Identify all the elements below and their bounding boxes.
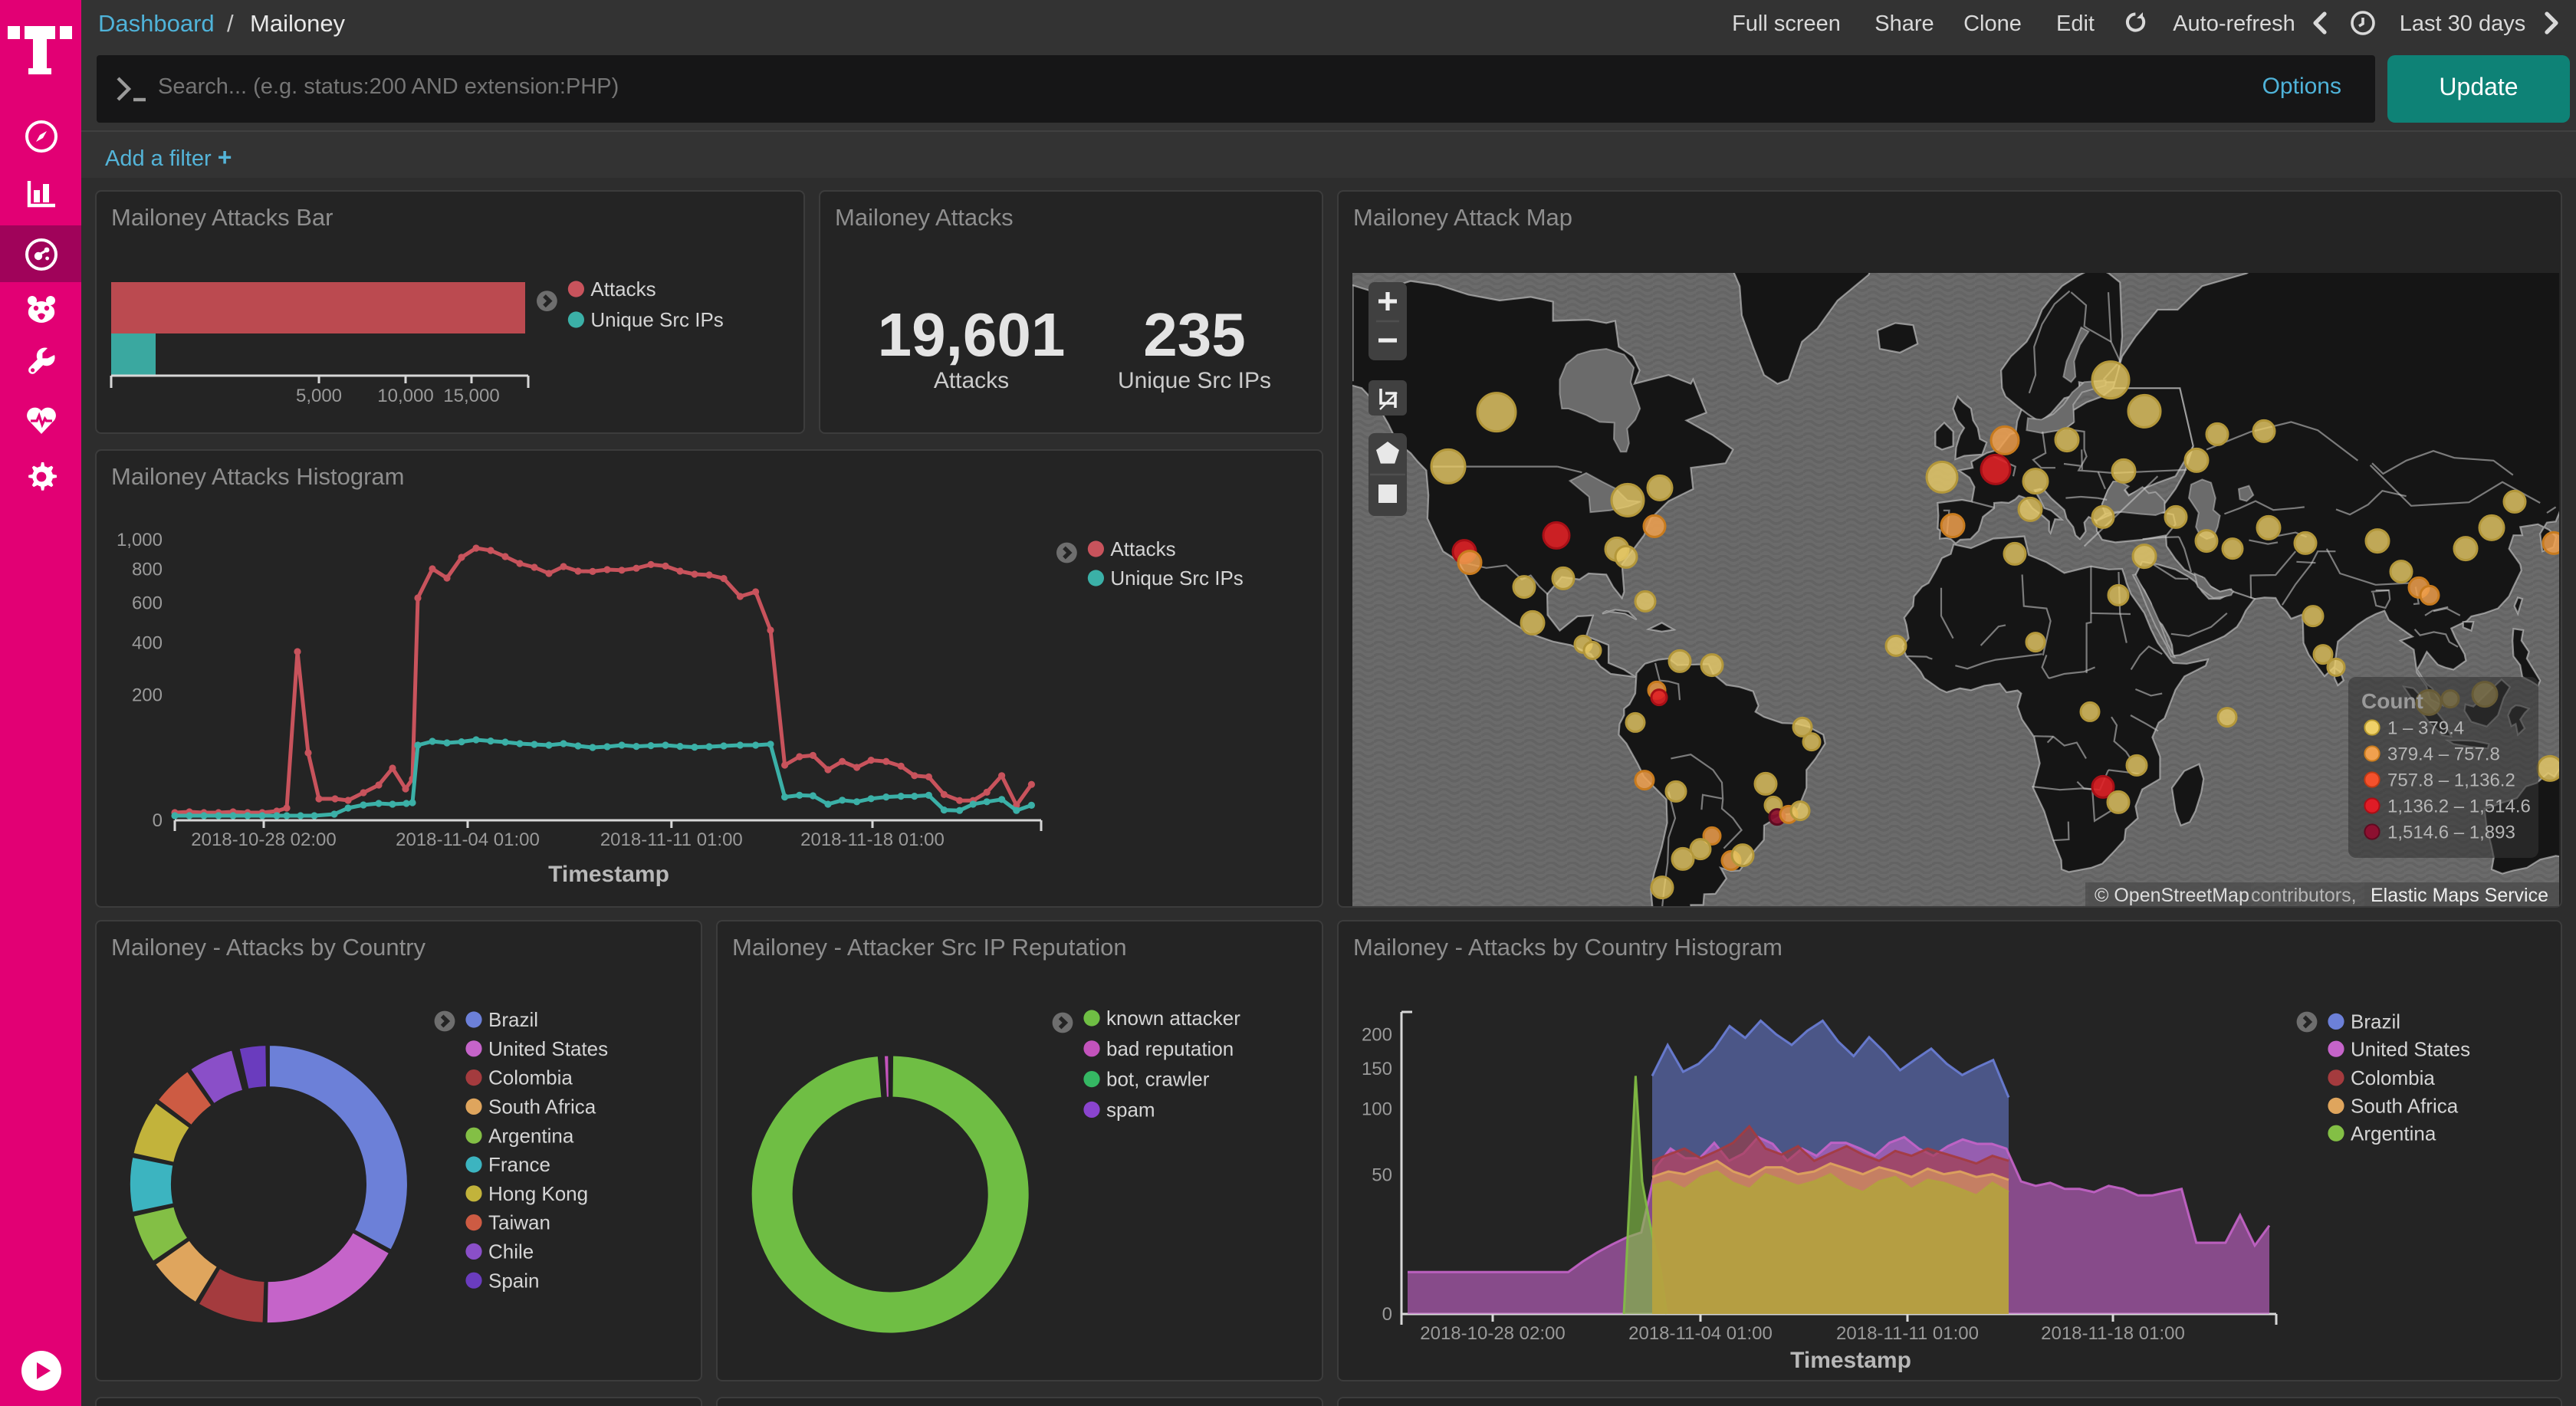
svg-text:800: 800 (131, 559, 162, 580)
svg-text:Timestamp: Timestamp (1789, 1348, 1911, 1373)
svg-text:2018-11-04 01:00: 2018-11-04 01:00 (395, 829, 539, 849)
svg-text:Attacks: Attacks (1109, 537, 1175, 560)
svg-text:Colombia: Colombia (2350, 1066, 2434, 1089)
svg-text:2018-10-28 02:00: 2018-10-28 02:00 (190, 829, 336, 849)
svg-text:Spain: Spain (488, 1269, 539, 1292)
svg-text:spam: spam (1106, 1099, 1155, 1122)
svg-text:bad reputation: bad reputation (1106, 1037, 1233, 1060)
svg-text:Share: Share (1875, 11, 1934, 36)
svg-text:Chile: Chile (488, 1240, 533, 1263)
svg-text:2018-11-18 01:00: 2018-11-18 01:00 (800, 829, 944, 849)
svg-text:contributors,: contributors, (2250, 885, 2356, 906)
svg-text:1,000: 1,000 (116, 529, 162, 550)
svg-text:Unique Src IPs: Unique Src IPs (1109, 566, 1242, 589)
svg-text:Attacks: Attacks (590, 278, 655, 301)
svg-text:Auto-refresh: Auto-refresh (2173, 11, 2295, 36)
svg-text:Argentina: Argentina (488, 1124, 573, 1147)
svg-text:600: 600 (131, 592, 162, 613)
svg-text:France: France (488, 1153, 550, 1176)
svg-text:150: 150 (1361, 1059, 1392, 1079)
svg-text:200: 200 (1361, 1024, 1392, 1045)
svg-text:Brazil: Brazil (2350, 1010, 2400, 1033)
svg-text:Full screen: Full screen (1732, 11, 1841, 36)
svg-text:1,514.6 – 1,893: 1,514.6 – 1,893 (2387, 822, 2515, 843)
svg-text:known attacker: known attacker (1106, 1007, 1240, 1030)
svg-text:Unique Src IPs: Unique Src IPs (590, 308, 722, 331)
svg-text:100: 100 (1361, 1099, 1392, 1119)
svg-text:Taiwan: Taiwan (488, 1211, 550, 1234)
svg-text:2018-11-18 01:00: 2018-11-18 01:00 (2040, 1323, 2184, 1344)
svg-text:2018-11-11 01:00: 2018-11-11 01:00 (1835, 1323, 1978, 1344)
svg-text:Timestamp: Timestamp (547, 861, 669, 886)
svg-text:Edit: Edit (2056, 11, 2095, 36)
svg-text:South Africa: South Africa (488, 1096, 596, 1119)
svg-text:Hong Kong: Hong Kong (488, 1182, 587, 1205)
svg-text:United States: United States (2350, 1037, 2469, 1060)
svg-text:2018-10-28 02:00: 2018-10-28 02:00 (1419, 1323, 1565, 1344)
svg-text:Brazil: Brazil (488, 1008, 537, 1031)
svg-text:Clone: Clone (1963, 11, 2022, 36)
svg-text:1,136.2 – 1,514.6: 1,136.2 – 1,514.6 (2387, 796, 2530, 816)
svg-text:Elastic Maps Service: Elastic Maps Service (2370, 885, 2548, 906)
svg-text:© OpenStreetMap: © OpenStreetMap (2094, 885, 2249, 906)
svg-text:10,000: 10,000 (376, 386, 432, 406)
svg-text:Count: Count (2361, 689, 2423, 713)
svg-text:2018-11-11 01:00: 2018-11-11 01:00 (600, 829, 742, 849)
svg-text:379.4 – 757.8: 379.4 – 757.8 (2387, 744, 2499, 764)
svg-text:bot, crawler: bot, crawler (1106, 1068, 1209, 1091)
svg-text:200: 200 (131, 684, 162, 705)
svg-text:Dashboard: Dashboard (98, 10, 215, 37)
svg-text:Argentina: Argentina (2350, 1122, 2436, 1145)
svg-text:/: / (227, 10, 234, 37)
svg-text:South Africa: South Africa (2350, 1095, 2458, 1118)
svg-text:Last 30 days: Last 30 days (2400, 11, 2525, 36)
svg-text:50: 50 (1371, 1165, 1392, 1185)
svg-text:15,000: 15,000 (442, 386, 498, 406)
svg-text:Colombia: Colombia (488, 1066, 572, 1089)
svg-text:2018-11-04 01:00: 2018-11-04 01:00 (1628, 1323, 1772, 1344)
svg-text:United States: United States (488, 1037, 607, 1060)
svg-text:5,000: 5,000 (295, 386, 341, 406)
svg-text:Mailoney: Mailoney (250, 10, 346, 37)
svg-text:757.8 – 1,136.2: 757.8 – 1,136.2 (2387, 770, 2515, 790)
svg-text:0: 0 (152, 810, 162, 830)
svg-text:0: 0 (1382, 1304, 1392, 1325)
svg-text:400: 400 (131, 632, 162, 653)
svg-text:1 – 379.4: 1 – 379.4 (2387, 718, 2463, 738)
